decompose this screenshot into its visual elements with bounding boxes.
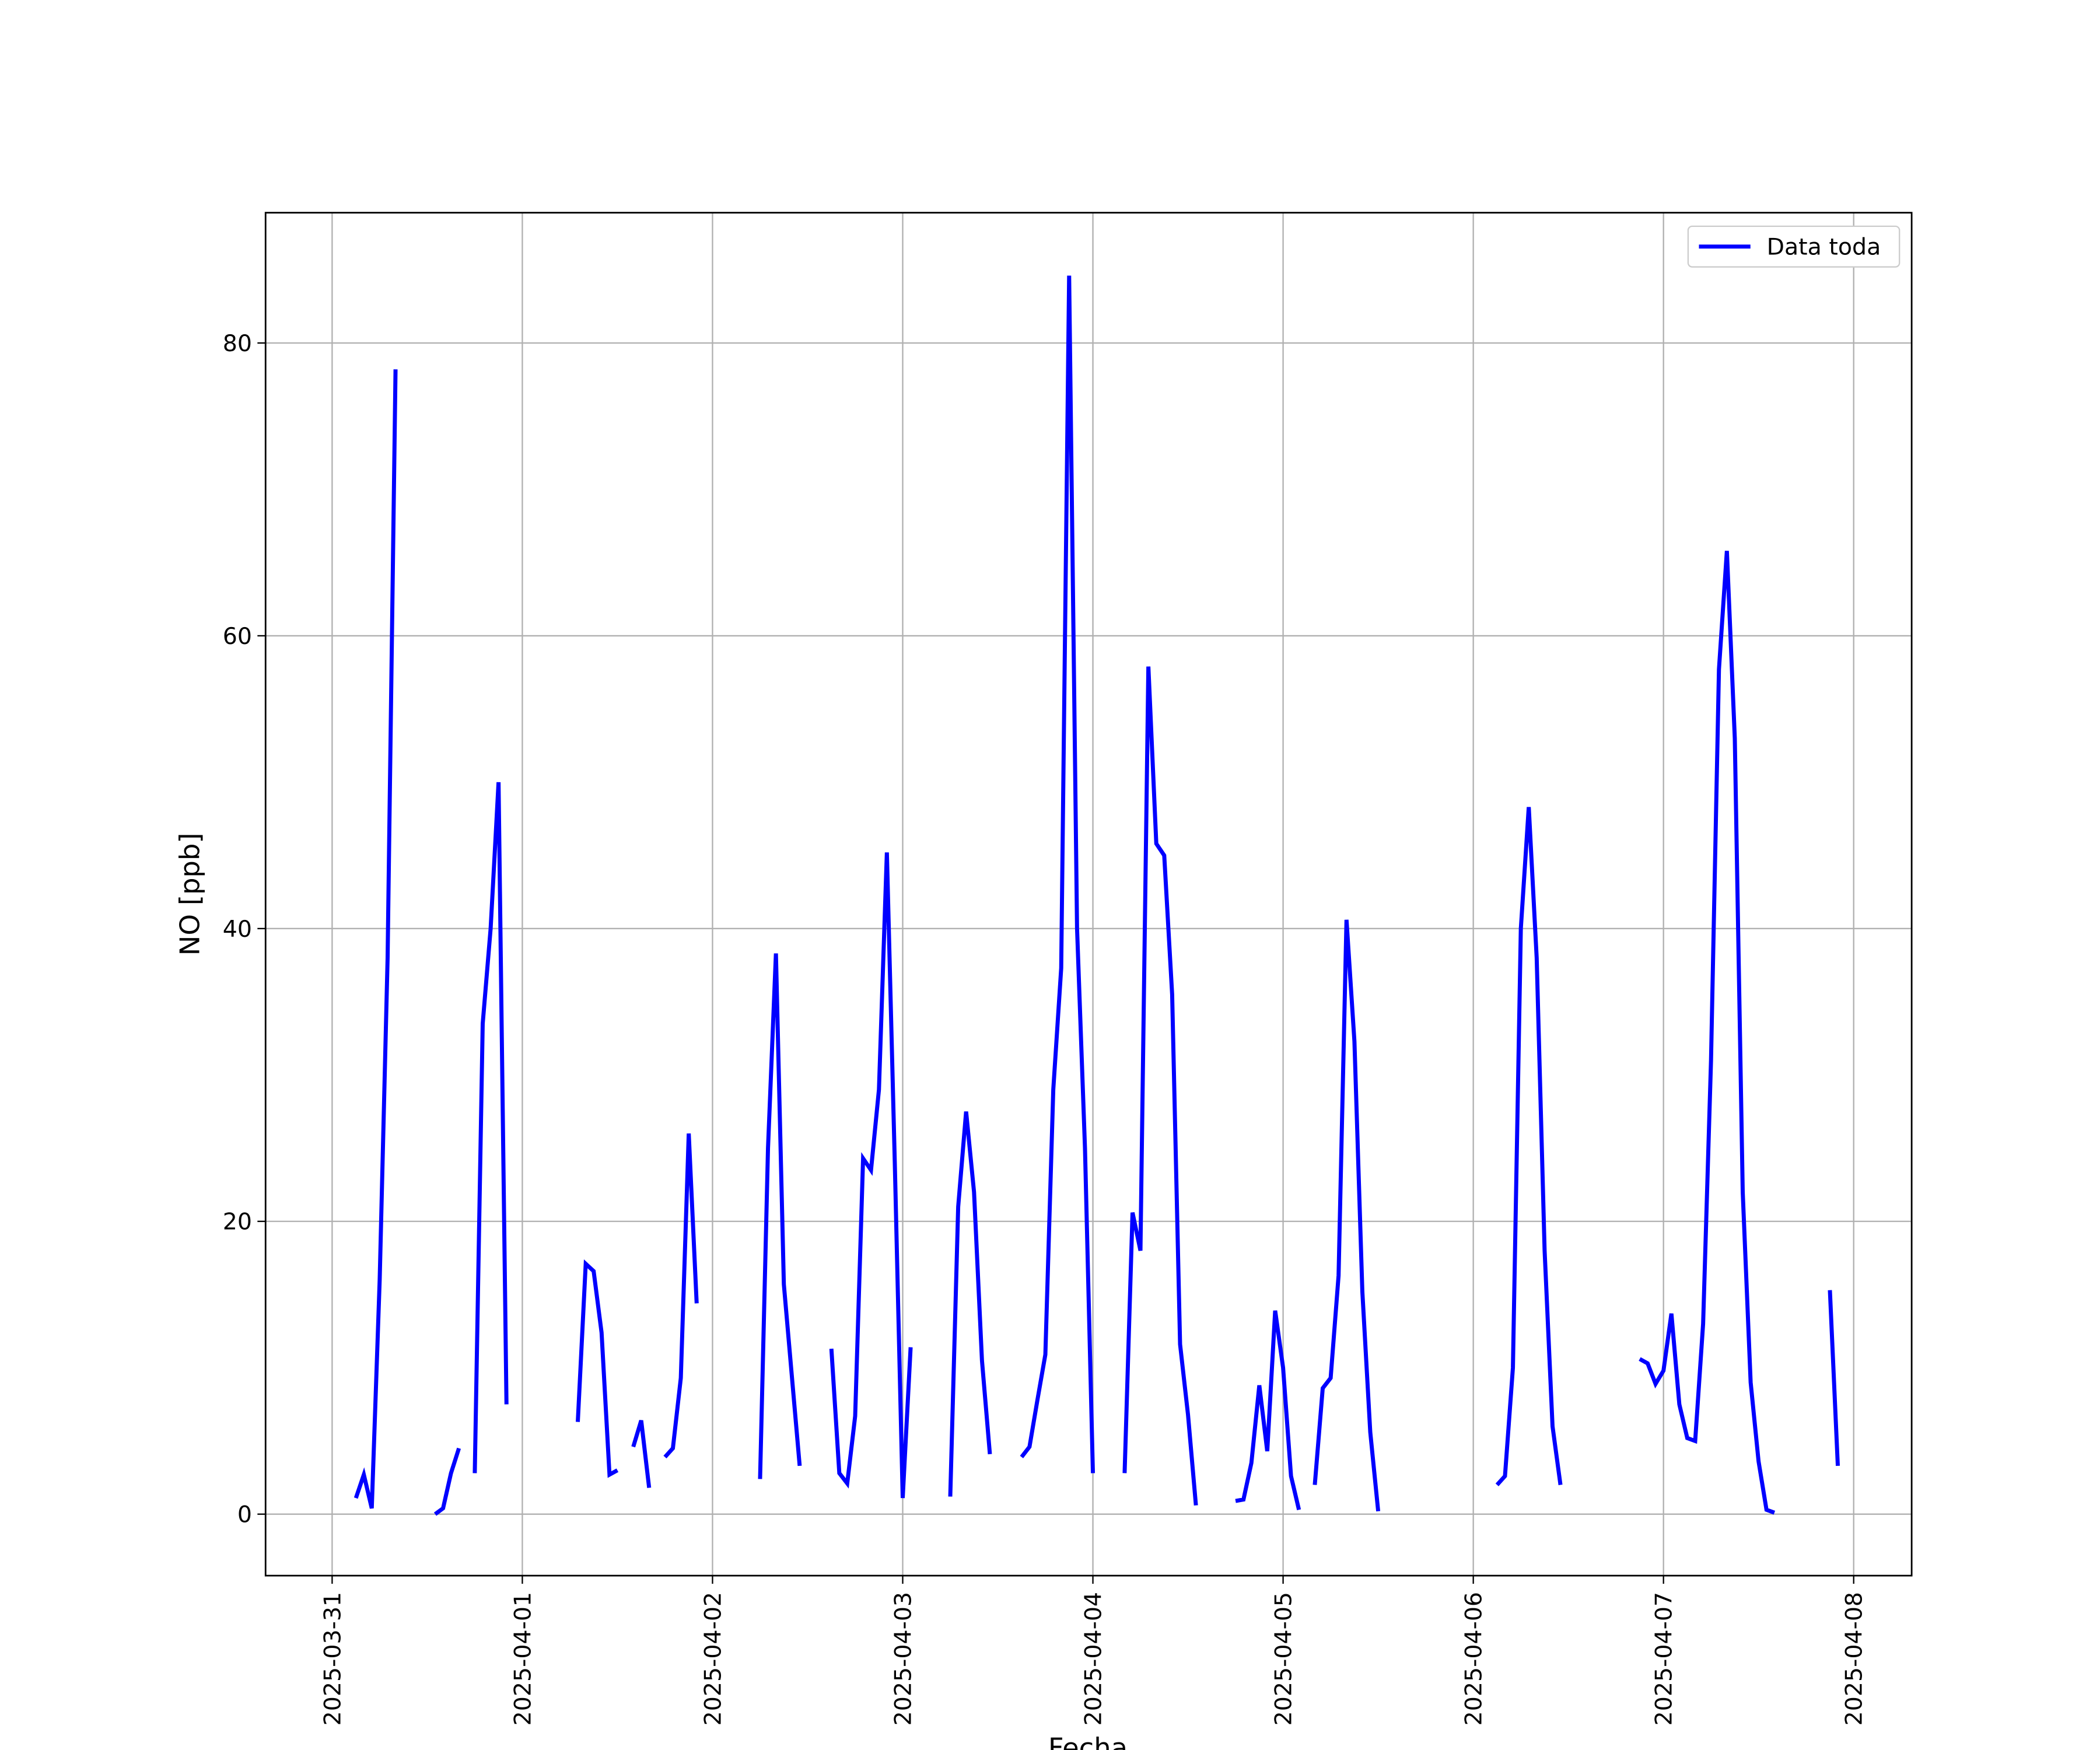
- legend-box: [1687, 225, 1901, 268]
- x-tick-label: 2025-04-03: [890, 1592, 916, 1726]
- legend-label: Data toda: [1767, 234, 1881, 261]
- legend: Data toda: [1687, 225, 1901, 268]
- x-tick-label: 2025-04-08: [1841, 1592, 1868, 1726]
- y-tick-label: 40: [223, 916, 252, 943]
- y-axis-label: NO [ppb]: [174, 833, 205, 956]
- x-tick-label: 2025-04-02: [699, 1592, 726, 1726]
- x-tick-label: 2025-03-31: [319, 1592, 346, 1726]
- y-tick-label: 80: [223, 330, 252, 357]
- data-line: [354, 275, 1840, 1516]
- y-tick-label: 0: [237, 1502, 252, 1528]
- x-tick-label: 2025-04-04: [1080, 1592, 1107, 1726]
- plot-frame: [264, 212, 1913, 1577]
- x-tick-label: 2025-04-07: [1651, 1592, 1678, 1726]
- y-tick-label: 20: [223, 1209, 252, 1236]
- x-tick-label: 2025-04-01: [509, 1592, 536, 1726]
- y-tick-label: 60: [223, 623, 252, 650]
- x-tick-label: 2025-04-05: [1270, 1592, 1297, 1726]
- x-axis-label: Fecha: [1048, 1732, 1128, 1750]
- x-tick-label: 2025-04-06: [1461, 1592, 1488, 1726]
